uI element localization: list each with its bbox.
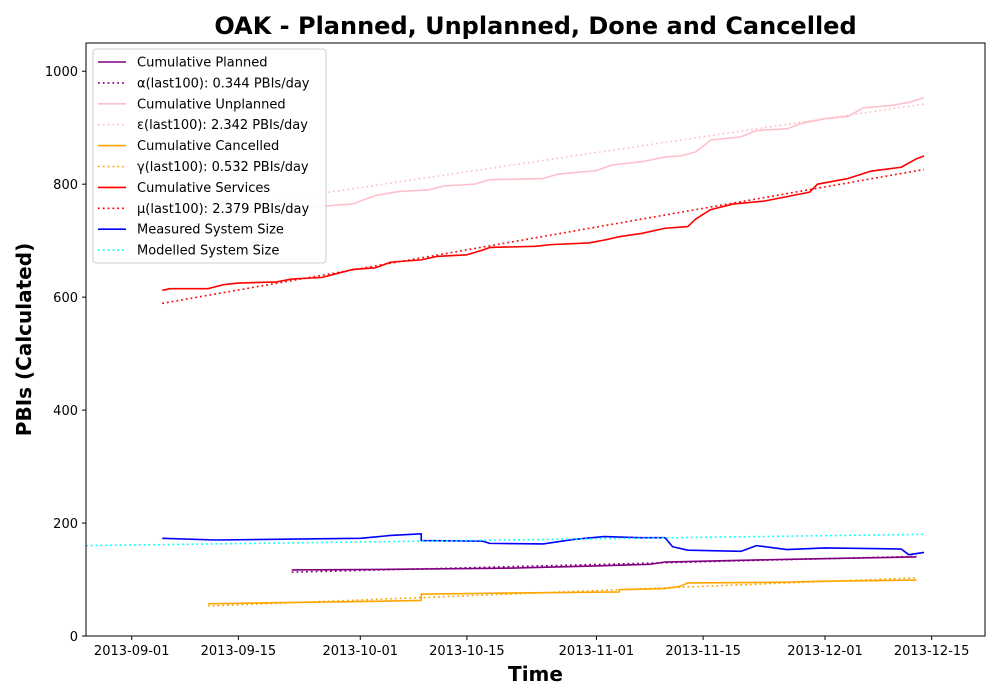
y-tick-label: 200 xyxy=(53,517,78,532)
legend-label: Cumulative Services xyxy=(137,181,270,196)
y-tick-label: 600 xyxy=(53,291,78,306)
series-cumulative-cancelled xyxy=(207,579,917,605)
legend-label: γ(last100): 0.532 PBIs/day xyxy=(137,160,309,175)
x-tick-label: 2013-09-15 xyxy=(201,644,277,659)
series-measured-system-size xyxy=(162,532,925,556)
legend-label: μ(last100): 2.379 PBIs/day xyxy=(137,202,309,217)
x-axis: 2013-09-01 2013-09-15 2013-10-01 2013-10-15… xyxy=(94,636,970,659)
y-tick-label: 0 xyxy=(70,630,78,645)
plot-frame xyxy=(85,42,986,637)
series-cumulative-services xyxy=(162,155,925,292)
x-tick-label: 2013-12-01 xyxy=(787,644,863,659)
y-tick-label: 800 xyxy=(53,178,78,193)
x-tick-label: 2013-10-01 xyxy=(322,644,398,659)
series-last100-2-342-pbis-day xyxy=(162,103,925,218)
x-axis-label: Time xyxy=(508,662,563,686)
legend-label: Cumulative Cancelled xyxy=(137,139,279,154)
series-layer xyxy=(86,97,925,607)
x-tick-label: 2013-11-01 xyxy=(559,644,635,659)
x-tick-label: 2013-10-15 xyxy=(429,644,505,659)
x-tick-label: 2013-11-15 xyxy=(665,644,741,659)
legend-label: α(last100): 0.344 PBIs/day xyxy=(137,76,310,91)
series-modelled-system-size xyxy=(86,533,925,547)
legend: Cumulative Planned α(last100): 0.344 PBIs… xyxy=(92,48,327,264)
y-tick-label: 400 xyxy=(53,404,78,419)
legend-label: Cumulative Unplanned xyxy=(137,97,286,112)
y-axis-label: PBIs (Calculated) xyxy=(12,243,36,436)
series-last100-0-344-pbis-day xyxy=(291,555,917,573)
chart-title: OAK - Planned, Unplanned, Done and Cance… xyxy=(214,12,856,40)
legend-label: Measured System Size xyxy=(137,223,284,238)
x-tick-label: 2013-09-01 xyxy=(94,644,170,659)
x-tick-label: 2013-12-15 xyxy=(894,644,970,659)
legend-label: Modelled System Size xyxy=(137,244,279,259)
y-axis: 0 200 400 600 800 1000 xyxy=(45,65,86,645)
legend-label: ε(last100): 2.342 PBIs/day xyxy=(137,118,308,133)
legend-frame xyxy=(92,48,327,264)
series-last100-2-379-pbis-day xyxy=(162,168,925,305)
y-tick-label: 1000 xyxy=(45,65,78,80)
legend-label: Cumulative Planned xyxy=(137,56,267,71)
series-last100-0-532-pbis-day xyxy=(207,577,917,607)
